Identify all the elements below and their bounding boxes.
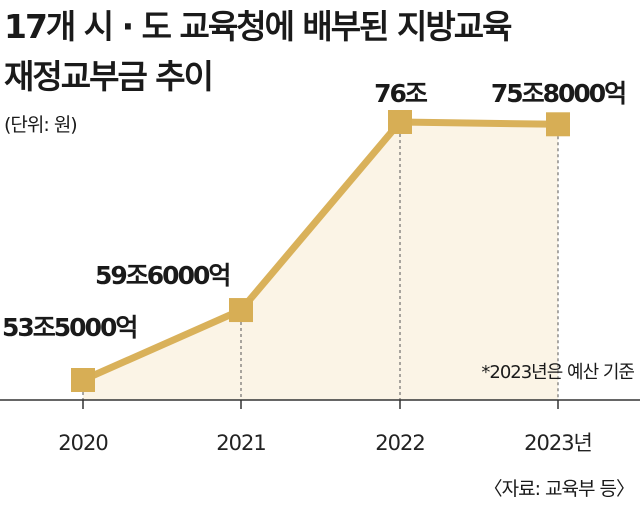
source-label: 〈자료: 교육부 등〉 [483, 478, 635, 500]
data-label-2022: 76조 [374, 79, 428, 108]
series-line [79, 118, 562, 384]
chart-title-line-1: 17개 시 · 도 교육청에 배부된 지방교육 [4, 7, 512, 46]
unit-label: (단위: 원) [4, 114, 78, 136]
data-point-2022 [388, 110, 412, 134]
data-point-2021 [229, 298, 253, 323]
data-label-2021: 59조6000억 [95, 261, 229, 290]
x-tick-label-2022: 2022 [375, 431, 424, 455]
x-tick-label-2023년: 2023년 [524, 431, 592, 455]
chart-title: 17개 시 · 도 교육청에 배부된 지방교육 재정교부금 추이 [4, 2, 512, 102]
data-point-2020 [71, 368, 95, 392]
data-label-2020: 53조5000억 [2, 313, 136, 342]
data-point-2023년 [546, 112, 570, 137]
budget-note: *2023년은 예산 기준 [481, 362, 635, 383]
x-tick-label-2021: 2021 [216, 431, 265, 455]
x-tick-label-2020: 2020 [58, 431, 107, 455]
chart-title-line-2: 재정교부금 추이 [4, 57, 214, 96]
data-label-2023년: 75조8000억 [491, 79, 625, 108]
